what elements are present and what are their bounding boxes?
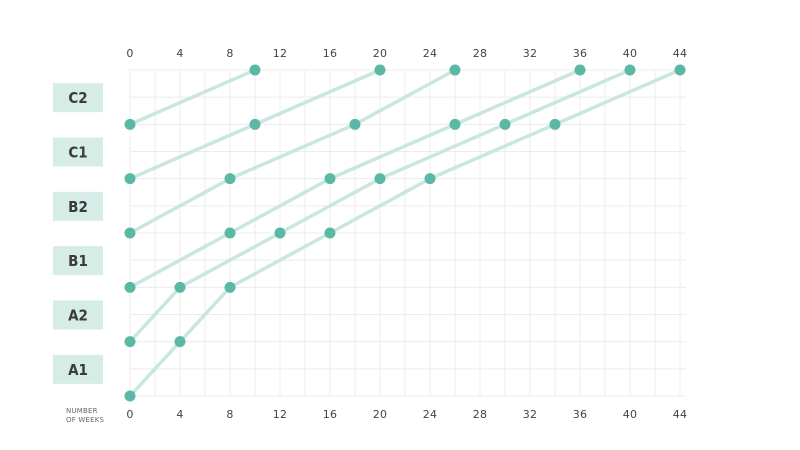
- x-tick-top: 20: [373, 47, 388, 60]
- x-axis-title-line2: OF WEEKS: [66, 416, 105, 424]
- data-point: [374, 173, 386, 185]
- x-tick-top: 8: [226, 47, 233, 60]
- svg-text:B2: B2: [68, 198, 88, 216]
- svg-text:A2: A2: [68, 307, 88, 325]
- data-point: [449, 64, 461, 76]
- data-point: [674, 64, 686, 76]
- data-point: [274, 227, 286, 239]
- data-point: [499, 118, 511, 130]
- x-tick-top: 0: [126, 47, 133, 60]
- data-point: [324, 173, 336, 185]
- data-point: [449, 118, 461, 130]
- x-tick-bottom: 36: [573, 408, 588, 421]
- level-labels: A1 A2 B1 B2 C1 C2: [53, 83, 103, 384]
- svg-text:A1: A1: [68, 361, 88, 379]
- x-tick-bottom: 28: [473, 408, 488, 421]
- svg-text:B1: B1: [68, 252, 88, 270]
- x-tick-bottom: 4: [176, 408, 183, 421]
- x-tick-top: 28: [473, 47, 488, 60]
- x-tick-bottom: 12: [273, 408, 288, 421]
- top-x-axis-ticks: 0 4 8 12 16 20 24 28 32 36 40 44: [126, 47, 687, 60]
- x-tick-bottom: 0: [126, 408, 133, 421]
- x-tick-top: 16: [323, 47, 338, 60]
- x-tick-top: 40: [623, 47, 638, 60]
- data-point: [124, 118, 136, 130]
- x-tick-top: 32: [523, 47, 538, 60]
- level-label-b2: B2: [53, 191, 103, 221]
- level-label-a1: A1: [53, 354, 103, 384]
- data-point: [174, 336, 186, 348]
- data-point: [424, 173, 436, 185]
- data-point: [224, 173, 236, 185]
- level-label-a2: A2: [53, 300, 103, 330]
- x-tick-bottom: 8: [226, 408, 233, 421]
- series-line-1: [128, 68, 257, 127]
- x-tick-top: 12: [273, 47, 288, 60]
- x-tick-top: 36: [573, 47, 588, 60]
- data-point: [324, 227, 336, 239]
- x-tick-bottom: 40: [623, 408, 638, 421]
- grid-lines: [129, 69, 686, 397]
- data-point: [124, 227, 136, 239]
- data-point: [249, 64, 261, 76]
- x-tick-bottom: 16: [323, 408, 338, 421]
- data-point: [224, 281, 236, 293]
- svg-text:C2: C2: [68, 89, 87, 107]
- data-point: [174, 281, 186, 293]
- level-label-b1: B1: [53, 246, 103, 276]
- data-point: [624, 64, 636, 76]
- data-point: [124, 336, 136, 348]
- x-tick-top: 4: [176, 47, 183, 60]
- data-point: [124, 281, 136, 293]
- x-tick-bottom: 32: [523, 408, 538, 421]
- data-point: [549, 118, 561, 130]
- x-tick-bottom: 24: [423, 408, 438, 421]
- x-tick-top: 44: [673, 47, 688, 60]
- x-tick-top: 24: [423, 47, 438, 60]
- data-point: [124, 390, 136, 402]
- data-point: [349, 118, 361, 130]
- level-label-c2: C2: [53, 83, 103, 113]
- series-line-3: [128, 68, 457, 235]
- x-axis-title-line1: NUMBER: [66, 407, 98, 415]
- bottom-x-axis-ticks: 0 4 8 12 16 20 24 28 32 36 40 44: [126, 408, 687, 421]
- data-point: [224, 227, 236, 239]
- data-point: [574, 64, 586, 76]
- series-points: [124, 64, 686, 402]
- data-point: [249, 118, 261, 130]
- svg-text:C1: C1: [68, 144, 87, 162]
- data-point: [374, 64, 386, 76]
- series-line-5: [128, 68, 632, 344]
- level-label-c1: C1: [53, 137, 103, 167]
- data-point: [124, 173, 136, 185]
- x-tick-bottom: 44: [673, 408, 688, 421]
- x-tick-bottom: 20: [373, 408, 388, 421]
